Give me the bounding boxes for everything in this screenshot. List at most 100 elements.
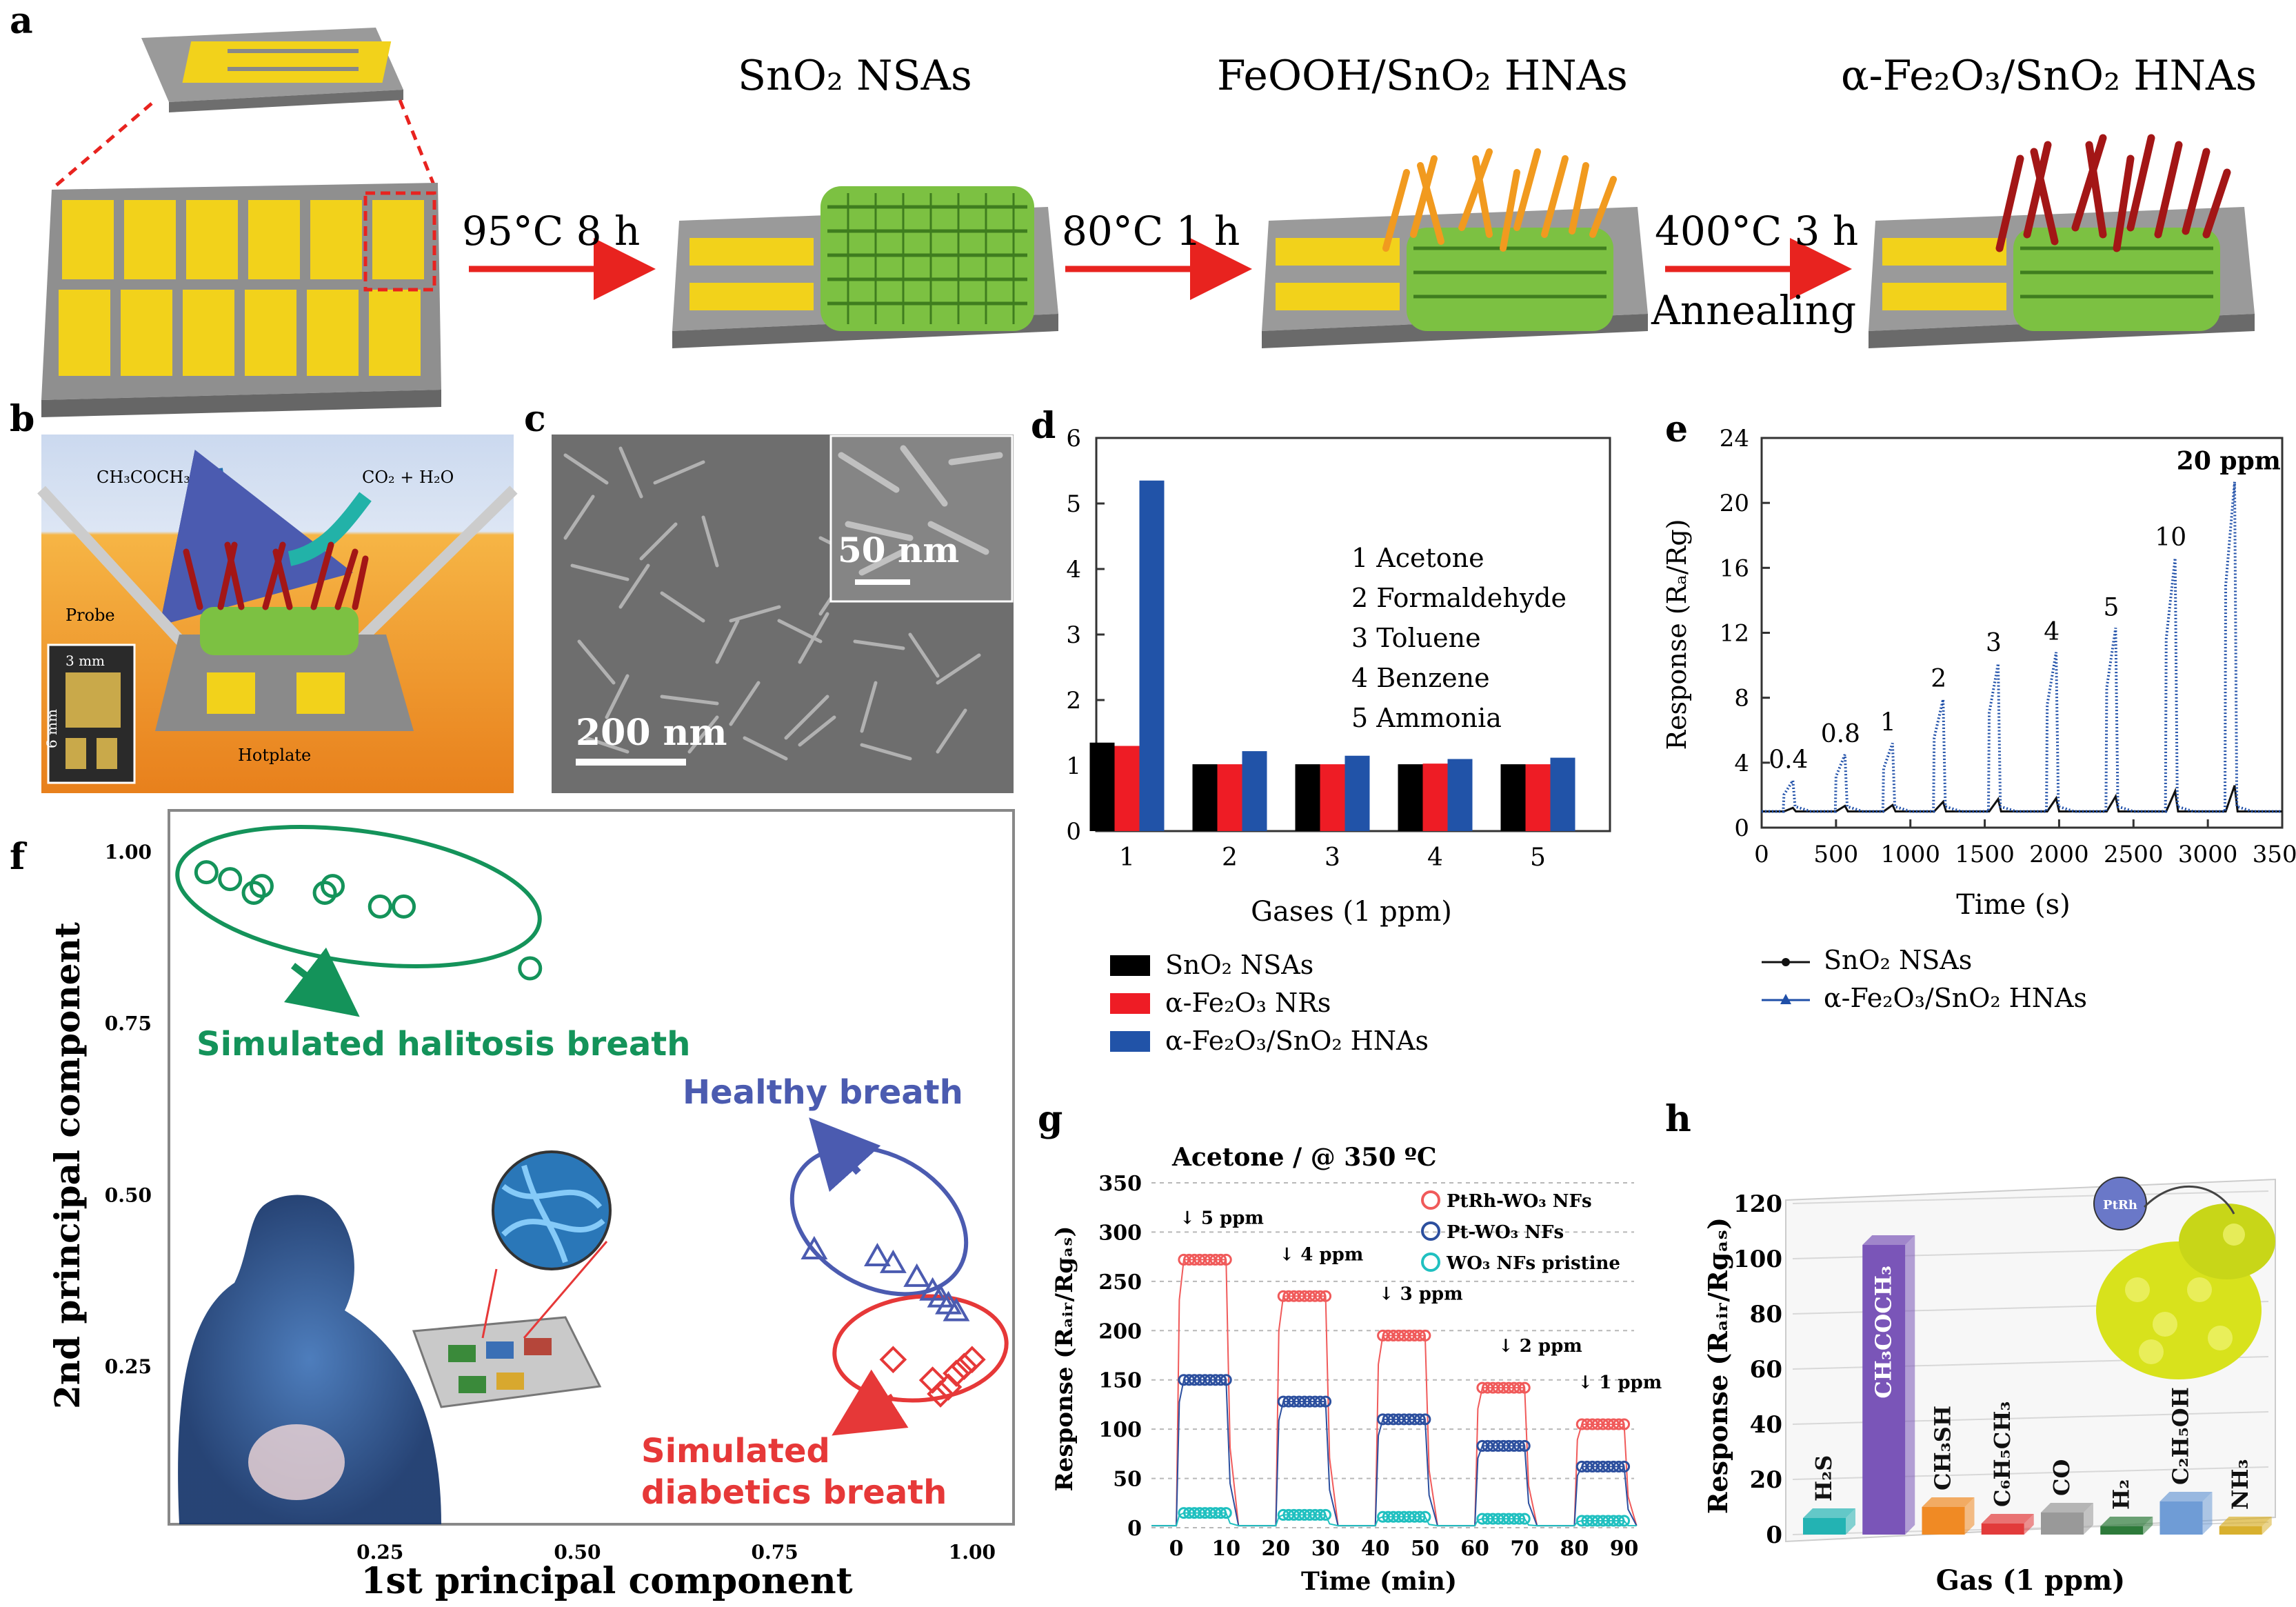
chart-e-pulse-label: 5 [2103, 593, 2119, 621]
chart-e-pulse-label: 3 [1986, 629, 2002, 657]
chart-h-bar-top-5 [2041, 1503, 2093, 1513]
label-diabetics-2: diabetics breath [641, 1473, 947, 1512]
chart-e-xtick-label: 3000 [2178, 841, 2238, 868]
chart-h-category-label: CH₃SH [1930, 1406, 1956, 1490]
legend-swatch-hnas [1110, 1031, 1150, 1052]
chart-h-category-label: C₂H₅OH [2168, 1387, 2194, 1485]
chart-h-bar-1 [1803, 1518, 1846, 1535]
pca-point-healthy [800, 1235, 828, 1260]
chart-h-category-label: CO [2048, 1459, 2075, 1496]
chart-d-bar-2-5 [1525, 764, 1551, 831]
chart-g-xtick-label: 70 [1510, 1537, 1539, 1561]
legend-e-hnas: α-Fe₂O₃/SnO₂ HNAs [1824, 983, 2087, 1013]
chart-g-ytick-label: 350 [1098, 1172, 1142, 1196]
chart-d-xtick-label: 5 [1530, 844, 1546, 872]
chart-g-cycle-label: ↓ 3 ppm [1379, 1284, 1463, 1304]
chart-g-xtick-label: 20 [1262, 1537, 1291, 1561]
chart-f-ytick-label: 0.75 [105, 1012, 152, 1035]
chart-f-ytick-label: 0.50 [105, 1184, 152, 1206]
chart-e-line-hnas [1762, 481, 2282, 813]
chart-h-bar-side-6 [2143, 1517, 2153, 1535]
legend-swatch-fe2o3 [1110, 993, 1150, 1014]
chart-d-xtick-label: 1 [1119, 844, 1135, 872]
chart-d-bar-2-1 [1114, 746, 1140, 831]
chart-h-category-label: C₆H₅CH₃ [1989, 1401, 2015, 1507]
chart-d-bar-2-2 [1217, 764, 1242, 831]
human-breath-illustration [178, 1150, 612, 1524]
chart-g-cycle-label: ↓ 4 ppm [1279, 1244, 1363, 1265]
chart-f-xtick-label: 0.50 [554, 1541, 601, 1564]
chart-h-xlabel: Gas (1 ppm) [1936, 1564, 2125, 1597]
chart-h-bar-top-6 [2100, 1517, 2153, 1526]
chart-d-ytick-label: 1 [1066, 752, 1081, 780]
chart-d-annotation-2: 2 Formaldehyde [1351, 583, 1567, 613]
pca-point-diabetics [879, 1346, 907, 1374]
feooh-rods [1382, 148, 1617, 252]
step-2-label: 80°C 1 h [1062, 208, 1240, 254]
panel-d: d 0 1 2 3 4 5 6 1 2 3 4 5 1 Acetone 2 Formaldehyde… [1031, 405, 1611, 1056]
pca-point-diabetics [958, 1346, 986, 1374]
chart-e-ytick-label: 8 [1734, 685, 1749, 712]
chart-f-ylabel: 2nd principal component [47, 922, 88, 1409]
chart-g-xtick-label: 30 [1311, 1537, 1340, 1561]
chart-d-xtick-label: 3 [1325, 844, 1340, 872]
chart-d-bar-2-4 [1422, 763, 1448, 831]
chart-e-ytick-label: 0 [1734, 815, 1749, 842]
step-3-label: 400°C 3 h [1655, 208, 1858, 254]
chart-g-line-2 [1151, 1379, 1638, 1527]
legend-g-wo3: WO₃ NFs pristine [1446, 1253, 1620, 1274]
scale-main-label: 200 nm [576, 712, 727, 754]
chart-g-xtick-label: 90 [1610, 1537, 1639, 1561]
chart-f-ytick-label: 0.25 [105, 1355, 152, 1378]
pca-point-healthy [903, 1263, 931, 1287]
chart-g-ytick-label: 250 [1098, 1270, 1142, 1295]
chart-d-bar-3-3 [1345, 755, 1370, 831]
dim-width: 3 mm [66, 652, 105, 669]
chart-h-bar-3 [1922, 1507, 1965, 1535]
sno2-nanosheets [820, 186, 1034, 331]
chart-h-bar-top-7 [2159, 1492, 2213, 1501]
pca-point-halitosis [218, 867, 243, 892]
gas-in-arrow [159, 449, 353, 626]
pca-point-halitosis [194, 860, 219, 885]
chart-e-ytick-label: 4 [1734, 750, 1749, 777]
chart-h-ytick-label: 100 [1733, 1246, 1782, 1273]
chart-d-ytick-label: 6 [1066, 425, 1081, 452]
chart-e-xtick-label: 1000 [1880, 841, 1940, 868]
chart-h-bar-8 [2219, 1526, 2262, 1535]
legend-g-pt: Pt-WO₃ NFs [1447, 1222, 1564, 1243]
panel-label-h: h [1665, 1098, 1691, 1140]
chart-h-ylabel: Response (Rₐᵢᵣ/Rɡₐₛ) [1702, 1217, 1733, 1514]
chart-f-xlabel: 1st principal component [361, 1560, 852, 1602]
panel-f: f 0.25 0.50 0.75 1.00 0.25 0.50 0.75 1.00 2nd … [10, 809, 1015, 1602]
pca-point-halitosis [392, 894, 416, 919]
step-3-annealing: Annealing [1651, 287, 1856, 334]
chart-h-gridline [1792, 1190, 2269, 1204]
chart-d-bar-2-3 [1320, 764, 1345, 831]
label-healthy: Healthy breath [683, 1073, 963, 1112]
catalyst-inset: PtRh [2093, 1177, 2275, 1379]
chart-d-ytick-label: 0 [1066, 818, 1081, 846]
device-photo-inset: 3 mm 6 mm [43, 643, 136, 784]
gas-out-arrow [288, 492, 372, 566]
pca-point-halitosis [518, 956, 543, 981]
chart-h-bars: H₂S CH₃COCH₃ CH₃SH C₆H₅CH₃ CO H₂ C₂H₅OH NH₃ [1803, 1235, 2272, 1535]
legend-label-fe2o3: α-Fe₂O₃ NRs [1165, 988, 1331, 1018]
chart-d-xtick-label: 4 [1427, 844, 1443, 872]
chart-e-pulse-label: 2 [1931, 665, 1946, 693]
electrode-array [41, 183, 441, 417]
stage-1-title: SnO₂ NSAs [738, 52, 972, 100]
chart-d-legend: SnO₂ NSAs α-Fe₂O₃ NRs α-Fe₂O₃/SnO₂ HNAs [1110, 950, 1429, 1056]
panel-label-a: a [10, 0, 33, 42]
sem-inset [829, 435, 1014, 603]
chart-f-xtick-label: 0.25 [356, 1541, 403, 1564]
panel-h: h 0 20 40 60 80 100 120 H₂S CH₃COCH₃ CH₃SH C₆H₅CH… [1665, 1098, 2276, 1597]
chart-d-bar-1-3 [1295, 764, 1320, 831]
legend-label-sno2: SnO₂ NSAs [1165, 950, 1313, 980]
chart-d-ytick-label: 2 [1066, 687, 1081, 715]
chart-f-xtick-label: 1.00 [949, 1541, 996, 1564]
chart-e-line-sno2 [1762, 785, 2282, 812]
